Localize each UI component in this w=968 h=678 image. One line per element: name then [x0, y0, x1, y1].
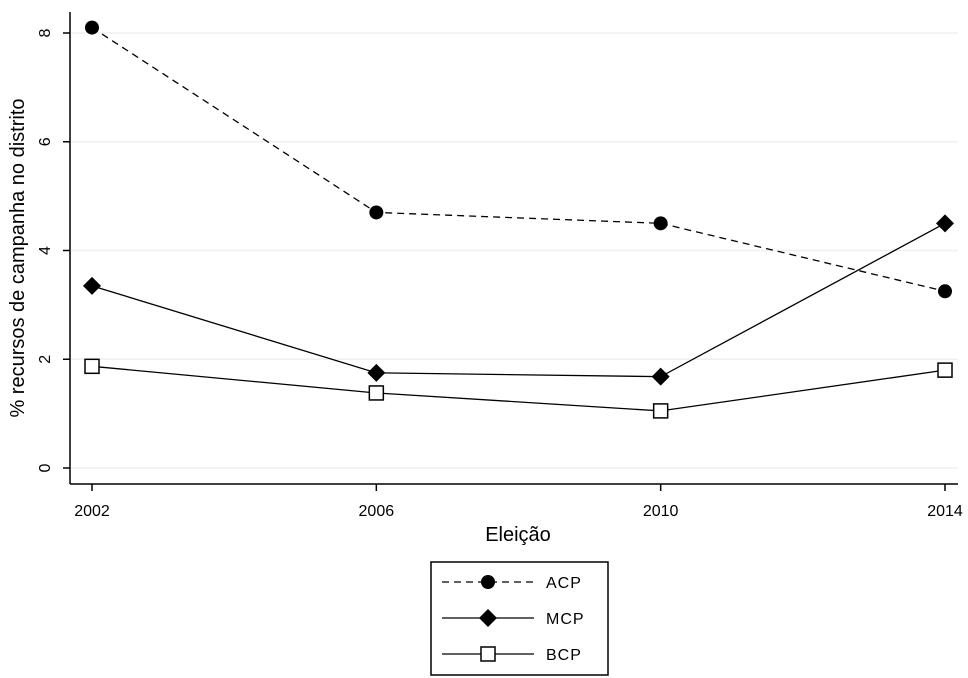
legend-marker [480, 646, 496, 662]
y-ticks: 0 2 4 6 8 [37, 28, 70, 472]
legend-item: ACP [442, 575, 582, 592]
legend-label: MCP [546, 611, 585, 628]
series-mcp [83, 214, 954, 386]
data-point [368, 385, 385, 401]
y-tick-label: 2 [37, 355, 54, 364]
data-point [83, 276, 101, 295]
data-point [85, 20, 99, 35]
series-line [91, 222, 946, 378]
legend-item: MCP [442, 609, 585, 628]
y-tick-label: 8 [37, 28, 54, 37]
x-ticks: 2002 2006 2010 2014 [74, 484, 963, 520]
x-tick-label: 2010 [643, 503, 679, 520]
grid-lines [71, 32, 958, 469]
y-tick-label: 6 [37, 137, 54, 146]
data-point [367, 363, 386, 382]
series [83, 20, 954, 419]
data-point [652, 403, 669, 419]
legend-marker [481, 575, 495, 589]
x-tick-label: 2014 [927, 503, 963, 520]
axes [69, 12, 958, 485]
data-point [369, 205, 384, 220]
legend-item: BCP [442, 646, 582, 664]
data-point [653, 216, 668, 231]
x-tick-label: 2006 [359, 503, 395, 520]
series-line [91, 365, 946, 412]
data-point [937, 362, 953, 378]
data-point [938, 284, 952, 299]
legend-marker [479, 609, 497, 627]
data-point [651, 367, 670, 386]
data-point [936, 214, 954, 233]
legend: ACP MCP BCP [430, 561, 609, 676]
y-axis-title: % recursos de campanha no distrito [7, 98, 29, 417]
series-line [91, 27, 946, 292]
legend-items: ACP MCP BCP [442, 575, 585, 664]
x-axis-title: Eleição [485, 524, 551, 546]
legend-label: ACP [546, 575, 582, 592]
legend-box [430, 561, 609, 676]
y-tick-label: 0 [37, 463, 54, 472]
series-bcp [84, 358, 953, 419]
data-point [84, 358, 100, 375]
y-tick-label: 4 [37, 246, 54, 255]
legend-label: BCP [546, 647, 582, 664]
series-acp [85, 20, 952, 299]
x-tick-label: 2002 [74, 503, 110, 520]
